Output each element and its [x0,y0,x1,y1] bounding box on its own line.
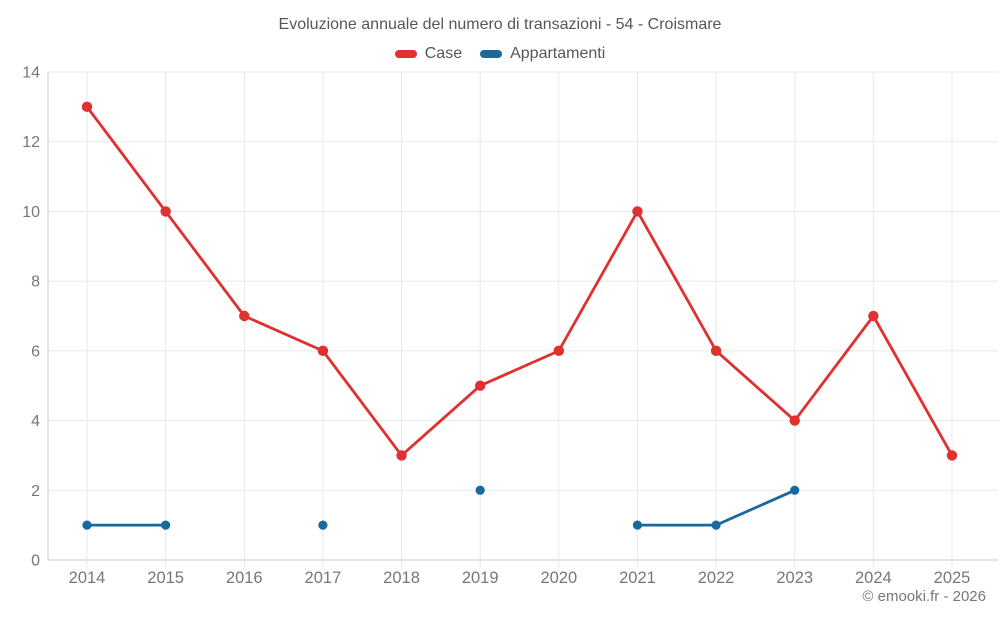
x-tick-label: 2023 [776,569,813,587]
series-segment-case [85,105,168,213]
data-point-appartamenti-2019[interactable] [475,485,485,495]
legend-item-appartamenti[interactable]: Appartamenti [480,45,605,63]
data-point-appartamenti-2023[interactable] [790,485,800,495]
data-point-appartamenti-2015[interactable] [161,520,171,530]
series-segment-case [636,210,718,353]
series-segment-case [321,349,403,457]
data-point-case-2023[interactable] [789,415,800,426]
series-segment-case [793,314,875,422]
data-point-case-2015[interactable] [160,206,171,217]
series-segment-case [400,384,482,457]
y-tick-label: 8 [31,274,40,291]
copyright-footer: © emooki.fr - 2026 [862,588,986,605]
data-point-case-2017[interactable] [317,345,329,357]
x-tick-label: 2024 [855,569,892,587]
y-tick-label: 10 [22,204,40,221]
data-point-case-2014[interactable] [81,101,93,113]
chart-title: Evoluzione annuale del numero di transaz… [278,16,722,33]
x-tick-label: 2025 [934,569,971,587]
x-tick-label: 2021 [619,569,656,587]
series-segment-case [478,349,561,388]
y-tick-label: 2 [31,483,40,500]
data-point-case-2019[interactable] [474,380,486,391]
x-tick-label: 2017 [305,569,342,587]
x-tick-label: 2022 [698,569,735,587]
data-point-case-2016[interactable] [239,310,250,322]
y-tick-label: 4 [31,413,40,430]
data-point-appartamenti-2017[interactable] [318,520,328,530]
data-point-case-2025[interactable] [946,450,958,461]
series-segment-appartamenti [714,488,797,527]
x-tick-label: 2020 [540,569,577,587]
data-point-case-2020[interactable] [553,345,565,357]
x-tick-label: 2014 [69,569,106,587]
x-tick-label: 2019 [462,569,499,587]
data-point-appartamenti-2014[interactable] [82,520,92,530]
y-tick-label: 0 [31,553,40,570]
series-segment-case [164,210,246,318]
series-segment-case [714,349,797,422]
series-segment-case [557,210,639,353]
data-point-appartamenti-2022[interactable] [711,520,721,530]
series-segment-case [242,314,325,353]
legend-item-case[interactable]: Case [394,45,463,63]
x-tick-label: 2016 [226,569,263,587]
x-tick-label: 2015 [147,569,184,587]
data-point-appartamenti-2021[interactable] [632,520,643,530]
series-segment-case [871,314,954,457]
legend-swatch-appartamenti [480,50,503,58]
data-point-case-2022[interactable] [710,345,722,357]
y-tick-label: 12 [22,134,40,151]
chart-legend: Case Appartamenti [0,45,1000,63]
x-tick-label: 2018 [383,569,420,587]
data-point-case-2021[interactable] [632,206,643,217]
legend-label: Case [424,45,463,62]
y-tick-label: 14 [22,65,40,82]
legend-label: Appartamenti [510,45,606,62]
legend-swatch-case [394,50,417,58]
y-tick-label: 6 [31,343,40,360]
data-point-case-2018[interactable] [396,450,407,461]
data-point-case-2024[interactable] [868,310,879,322]
